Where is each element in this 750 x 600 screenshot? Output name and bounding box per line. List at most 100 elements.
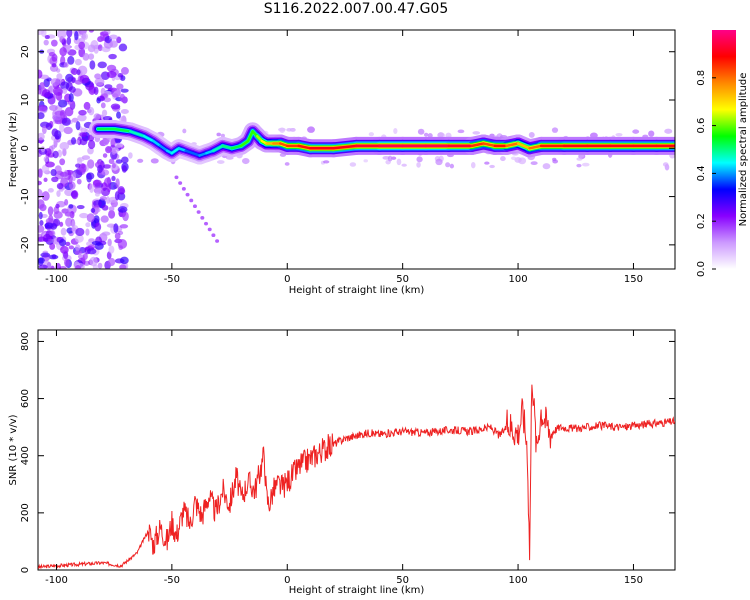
noise-blob bbox=[56, 30, 67, 39]
noise-blob bbox=[78, 109, 87, 116]
ridge-segment bbox=[212, 144, 224, 152]
x-tick-label: 0 bbox=[284, 274, 290, 285]
noise-blob bbox=[445, 162, 451, 168]
noise-blob bbox=[472, 131, 481, 135]
ridge-segment bbox=[142, 134, 155, 143]
noise-blob bbox=[51, 128, 59, 137]
noise-blob bbox=[75, 244, 81, 252]
y-tick-label: 200 bbox=[20, 503, 31, 522]
noise-blob bbox=[220, 133, 225, 138]
ridge-segment bbox=[505, 142, 520, 148]
noise-blob bbox=[114, 142, 124, 148]
noise-blob bbox=[86, 248, 97, 255]
noise-blob bbox=[106, 64, 117, 72]
ridge-segment bbox=[170, 147, 181, 155]
noise-blob bbox=[49, 64, 59, 72]
noise-blob bbox=[530, 161, 538, 166]
noise-blob bbox=[51, 63, 57, 68]
ridge-segment bbox=[470, 142, 485, 148]
noise-blob bbox=[427, 133, 433, 139]
noise-blob bbox=[93, 86, 99, 95]
noise-blob bbox=[181, 187, 186, 191]
noise-blob bbox=[71, 77, 76, 84]
noise-blob bbox=[416, 156, 423, 163]
noise-blob bbox=[43, 78, 50, 88]
noise-blob bbox=[74, 250, 83, 256]
noise-blob bbox=[71, 171, 77, 182]
noise-blob bbox=[50, 78, 61, 87]
y-tick-label: 800 bbox=[20, 332, 31, 351]
x-tick-label: 150 bbox=[624, 274, 643, 285]
noise-blob bbox=[581, 162, 590, 167]
noise-blob bbox=[44, 34, 50, 40]
noise-blob bbox=[93, 186, 104, 195]
noise-blob bbox=[81, 155, 91, 160]
noise-blob bbox=[45, 161, 55, 168]
noise-blob bbox=[119, 256, 129, 265]
noise-blob bbox=[111, 175, 116, 182]
noise-blob bbox=[489, 164, 495, 169]
noise-blob bbox=[94, 77, 105, 86]
noise-blob bbox=[78, 41, 86, 50]
noise-blob bbox=[38, 225, 45, 233]
noise-blob bbox=[307, 126, 315, 133]
noise-blob bbox=[100, 215, 109, 223]
noise-blob bbox=[211, 233, 216, 238]
noise-blob bbox=[89, 183, 94, 193]
spectrogram-frame bbox=[37, 29, 676, 270]
noise-blob bbox=[108, 257, 116, 267]
noise-blob bbox=[62, 148, 67, 157]
x-tick-label: 100 bbox=[509, 274, 528, 285]
noise-blob bbox=[57, 99, 68, 108]
noise-blob bbox=[60, 81, 70, 90]
noise-blob bbox=[241, 157, 250, 165]
x-tick-label: 50 bbox=[396, 575, 409, 586]
noise-blob bbox=[82, 32, 88, 40]
noise-blob bbox=[111, 148, 116, 155]
noise-blob bbox=[97, 262, 103, 269]
y-axis-label: Frequency (Hz) bbox=[8, 112, 19, 188]
noise-blob bbox=[75, 121, 81, 131]
ridge-segment bbox=[112, 127, 132, 133]
noise-blob bbox=[77, 157, 83, 165]
colorbar-label: Normalized spectral amplitude bbox=[738, 73, 749, 227]
noise-blob bbox=[86, 213, 95, 223]
noise-blob bbox=[99, 196, 107, 201]
x-tick-label: 50 bbox=[396, 274, 409, 285]
noise-blob bbox=[62, 87, 68, 94]
x-tick-label: -100 bbox=[45, 575, 68, 586]
noise-blob bbox=[40, 252, 51, 258]
noise-blob bbox=[38, 188, 43, 199]
x-tick-label: -50 bbox=[164, 575, 180, 586]
noise-blob bbox=[63, 61, 69, 68]
noise-blob bbox=[100, 102, 106, 109]
noise-blob bbox=[110, 103, 121, 110]
noise-blob bbox=[68, 204, 74, 209]
noise-blob bbox=[128, 152, 133, 159]
noise-blob bbox=[64, 258, 70, 267]
noise-blob bbox=[108, 53, 117, 60]
noise-blob bbox=[40, 146, 46, 153]
noise-blob bbox=[87, 44, 96, 53]
noise-blob bbox=[90, 208, 96, 214]
noise-blob bbox=[59, 47, 67, 57]
noise-blob bbox=[150, 158, 159, 164]
snr-frame bbox=[37, 329, 676, 571]
colorbar-tick-label: 0.2 bbox=[696, 213, 707, 229]
noise-blob bbox=[290, 128, 296, 132]
noise-blob bbox=[97, 44, 103, 52]
y-tick-label: 0 bbox=[20, 145, 31, 151]
noise-blob bbox=[38, 199, 45, 209]
noise-blob bbox=[47, 206, 54, 216]
noise-blob bbox=[106, 223, 116, 228]
noise-blob bbox=[75, 265, 81, 269]
noise-blob bbox=[71, 220, 76, 228]
y-tick-label: -20 bbox=[20, 237, 31, 253]
noise-blob bbox=[71, 117, 79, 123]
noise-blob bbox=[117, 186, 125, 195]
noise-blob bbox=[65, 217, 73, 227]
noise-blob bbox=[67, 55, 75, 65]
noise-blob bbox=[349, 162, 357, 167]
noise-blob bbox=[43, 39, 49, 46]
noise-blob bbox=[120, 109, 129, 115]
